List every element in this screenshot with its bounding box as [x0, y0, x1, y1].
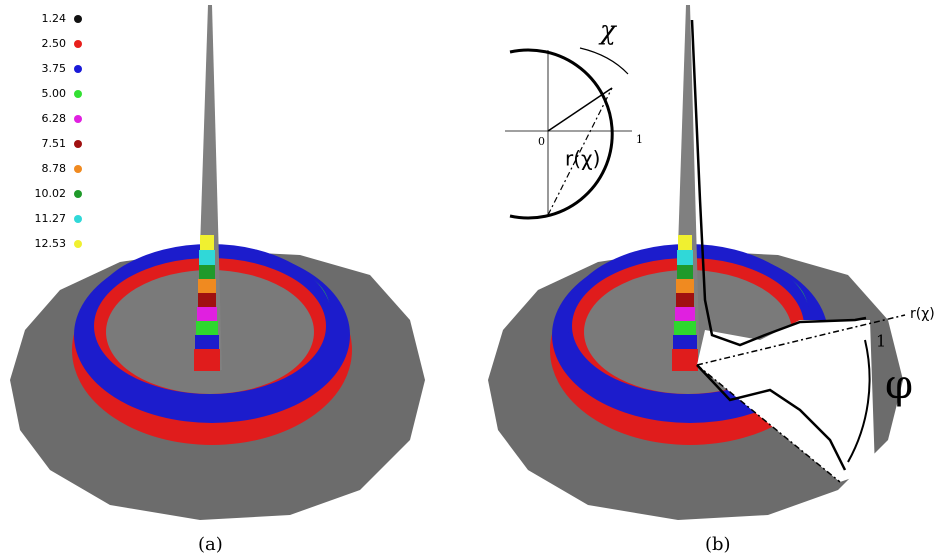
caption: (b): [705, 534, 731, 555]
legend-label: 7.51: [42, 137, 67, 150]
legend-label: 10.02: [35, 187, 67, 200]
legend-dot: [74, 240, 82, 248]
legend-label: 12.53: [35, 237, 67, 250]
legend-dot: [74, 65, 82, 73]
cut-axis-label: r(χ): [910, 306, 935, 322]
inset-unit: 1: [636, 133, 643, 146]
profile-cut: [696, 364, 847, 471]
legend-dot: [74, 90, 82, 98]
cut-unit: 1: [876, 332, 886, 351]
legend-dot: [74, 40, 82, 48]
inset-radius-label: r(χ): [565, 147, 600, 171]
r-axis: [696, 314, 906, 366]
inset-radius: [547, 87, 613, 132]
inset-origin: 0: [538, 135, 545, 148]
legend-label: 8.78: [42, 162, 67, 175]
legend-label: 6.28: [42, 112, 67, 125]
profile: [690, 19, 867, 347]
legend-dot: [74, 140, 82, 148]
legend-label: 3.75: [42, 62, 67, 75]
legend: 1.24 2.50 3.75 5.00 6.28 7.51 8.78 10.02 11.27 12…: [35, 12, 82, 250]
inset-arrow: [579, 47, 629, 75]
legend-dot: [74, 190, 82, 198]
cut-angle: φ: [885, 362, 913, 408]
inset-chord: [547, 87, 613, 216]
legend-dot: [74, 215, 82, 223]
caption: (a): [198, 534, 223, 555]
legend-dot: [74, 15, 82, 23]
inset-circle: [509, 48, 614, 220]
legend-label: 11.27: [35, 212, 67, 225]
legend-label: 1.24: [42, 12, 67, 25]
cut-edge: [696, 364, 841, 483]
legend-label: 5.00: [42, 87, 67, 100]
legend-dot: [74, 165, 82, 173]
phi-arc: [847, 339, 871, 463]
legend-label: 2.50: [42, 37, 67, 50]
inset-angle: χ: [598, 16, 618, 46]
surface-a: [10, 5, 425, 520]
legend-dot: [74, 115, 82, 123]
